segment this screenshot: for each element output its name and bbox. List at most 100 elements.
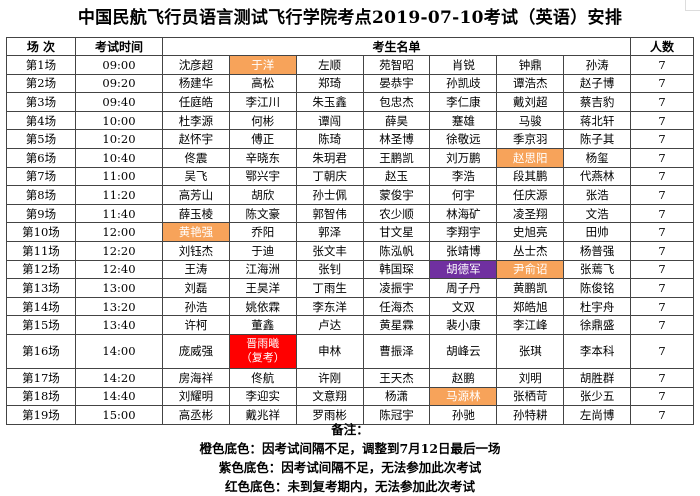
session-cell: 第18场 — [6, 386, 76, 407]
time-cell: 13:20 — [74, 296, 164, 317]
candidate-cell: 董鑫 — [228, 315, 297, 335]
session-cell: 第12场 — [6, 259, 76, 280]
session-cell: 第3场 — [6, 92, 76, 112]
count-cell: 7 — [630, 55, 694, 75]
candidate-cell: 文浩 — [563, 203, 632, 224]
candidate-cell: 罗雨彬 — [295, 405, 364, 425]
candidate-cell: 黄鹏凯 — [496, 278, 565, 298]
count-cell: 7 — [630, 367, 694, 388]
candidate-cell: 陈冠宇 — [362, 405, 431, 425]
session-cell: 第13场 — [6, 278, 76, 298]
candidate-cell: 马源林 — [429, 386, 498, 407]
candidate-cell: 张浩 — [563, 185, 632, 205]
count-cell: 7 — [630, 296, 694, 317]
candidate-cell: 徐鼎盛 — [563, 315, 632, 335]
sheet-corner — [685, 0, 700, 11]
candidate-cell: 文意翔 — [295, 386, 364, 407]
candidate-cell: 陈子其 — [563, 129, 632, 149]
candidate-cell: 张蔫飞 — [563, 259, 632, 280]
candidate-cell: 钟鼎 — [496, 55, 565, 75]
session-cell: 第8场 — [6, 185, 76, 205]
count-cell: 7 — [630, 73, 694, 94]
candidate-cell: 尹俞诏 — [496, 259, 565, 280]
table-row: 第15场 13:40 许柯 董鑫 卢达 黄星霖 裴小康 李江峰 徐鼎盛 7 — [6, 315, 694, 335]
count-cell: 7 — [630, 333, 694, 369]
session-cell: 第6场 — [6, 147, 76, 168]
header-row: 场 次 考试时间 考生名单 人数 — [6, 37, 694, 56]
candidate-cell: 周子丹 — [429, 278, 498, 298]
count-cell: 7 — [630, 315, 694, 335]
candidate-cell: 丛士杰 — [496, 240, 565, 261]
candidate-cell: 徐敬远 — [429, 129, 498, 149]
table-row: 第10场 12:00 黄艳强 乔阳 郭泽 甘文星 李翔宇 史旭亮 田帅 7 — [6, 222, 694, 242]
count-cell: 7 — [630, 386, 694, 407]
session-cell: 第9场 — [6, 203, 76, 224]
candidate-cell: 孙士佩 — [295, 185, 364, 205]
candidate-cell: 高松 — [228, 73, 297, 94]
table-row: 第17场 14:20 房海祥 佟航 许刚 王天杰 赵鹏 刘明 胡胜群 7 — [6, 367, 694, 388]
candidate-cell: 任庆源 — [496, 185, 565, 205]
time-cell: 14:40 — [74, 386, 164, 407]
candidate-cell: 丁朝庆 — [295, 166, 364, 187]
candidate-cell: 陈琦 — [295, 129, 364, 149]
candidate-cell: 吴飞 — [162, 166, 230, 187]
candidate-cell: 曹振泽 — [362, 333, 431, 369]
candidate-cell: 段其鹏 — [496, 166, 565, 187]
table-row: 第14场 13:20 孙浩 姚依霖 李东洋 任海杰 文双 郑皓旭 杜宇舟 7 — [6, 296, 694, 317]
candidate-cell: 李迎实 — [228, 386, 297, 407]
candidate-cell: 何彬 — [228, 110, 297, 131]
table-row: 第8场 11:20 高芳山 胡欣 孙士佩 蒙俊宇 何宇 任庆源 张浩 7 — [6, 185, 694, 205]
table-row: 第7场 11:00 吴飞 鄂兴宇 丁朝庆 赵玉 李浩 段其鹏 代燕林 7 — [6, 166, 694, 187]
page-title: 中国民航飞行员语言测试飞行学院考点2019-07-10考试（英语）安排 — [77, 8, 623, 28]
candidate-cell: 刘钰杰 — [162, 240, 230, 261]
candidate-cell: 傅正 — [228, 129, 297, 149]
candidate-cell: 丁雨生 — [295, 278, 364, 298]
candidate-cell: 蒋北轩 — [563, 110, 632, 131]
candidate-cell: 左顺 — [295, 55, 364, 75]
candidate-cell: 杨玺 — [563, 147, 632, 168]
candidate-cell: 王昊洋 — [228, 278, 297, 298]
count-cell: 7 — [630, 185, 694, 205]
candidate-cell: 王鹏凯 — [362, 147, 431, 168]
candidate-cell: 杜李源 — [162, 110, 230, 131]
count-cell: 7 — [630, 278, 694, 298]
candidate-cell: 林圣博 — [362, 129, 431, 149]
note-red: 红色底色：未到复考期内，无法参加此次考试 — [224, 479, 475, 494]
time-cell: 14:20 — [74, 367, 164, 388]
candidate-cell: 姚依霖 — [228, 296, 297, 317]
candidate-cell: 孙凯歧 — [429, 73, 498, 94]
candidate-cell: 戴兆祥 — [228, 405, 297, 425]
header-names: 考生名单 — [162, 37, 632, 56]
note-purple: 紫色底色：因考试间隔不足，无法参加此次考试 — [218, 460, 482, 475]
table-row: 第19场 15:00 高丞彬 戴兆祥 罗雨彬 陈冠宇 孙驰 孙特耕 左尚博 7 — [6, 405, 694, 425]
candidate-cell: 辛晓东 — [228, 147, 297, 168]
candidate-cell: 胡欣 — [228, 185, 297, 205]
candidate-cell: 陈文豪 — [228, 203, 297, 224]
candidate-cell: 李东洋 — [295, 296, 364, 317]
candidate-cell: 庞威强 — [162, 333, 230, 369]
count-cell: 7 — [630, 222, 694, 242]
candidate-cell: 杜宇舟 — [563, 296, 632, 317]
candidate-cell: 于洋 — [228, 55, 297, 75]
table-row: 第12场 12:40 王涛 江海洲 张钊 韩国琛 胡德军 尹俞诏 张蔫飞 7 — [6, 259, 694, 280]
candidate-cell: 胡德军 — [429, 259, 498, 280]
time-cell: 10:20 — [74, 129, 164, 149]
session-cell: 第11场 — [6, 240, 76, 261]
count-cell: 7 — [630, 147, 694, 168]
candidate-cell: 刘磊 — [162, 278, 230, 298]
candidate-cell: 黄艳强 — [162, 222, 230, 242]
count-cell: 7 — [630, 203, 694, 224]
candidate-cell: 赵鹏 — [429, 367, 498, 388]
candidate-cell: 林海矿 — [429, 203, 498, 224]
candidate-cell: 胡峰云 — [429, 333, 498, 369]
candidate-cell: 杨普强 — [563, 240, 632, 261]
candidate-cell: 晏恭宇 — [362, 73, 431, 94]
candidate-cell: 孙驰 — [429, 405, 498, 425]
candidate-cell: 谭闯 — [295, 110, 364, 131]
header-count: 人数 — [630, 37, 694, 56]
candidate-cell: 于迪 — [228, 240, 297, 261]
session-cell: 第2场 — [6, 73, 76, 94]
table-row: 第11场 12:20 刘钰杰 于迪 张文丰 陈泓帆 张靖博 丛士杰 杨普强 7 — [6, 240, 694, 261]
candidate-cell: 郑琦 — [295, 73, 364, 94]
candidate-cell: 甘文星 — [362, 222, 431, 242]
